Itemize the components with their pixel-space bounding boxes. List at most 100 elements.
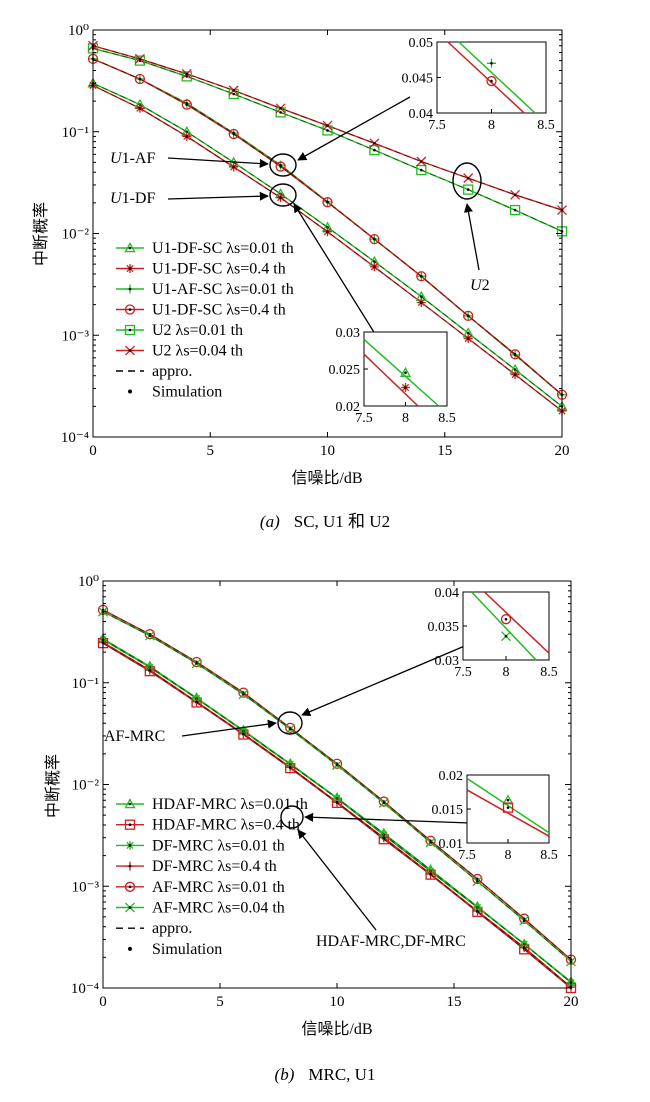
data-point-5-4-sim-dot (288, 727, 292, 731)
legend-label-appro: appro. (152, 920, 192, 937)
inset-y-tick-label: 0.04 (409, 107, 434, 122)
caption-b: (b) MRC, U1 (275, 1065, 376, 1084)
y-tick-label: 10⁻⁴ (71, 981, 99, 997)
inset-x-tick-label: 8.5 (540, 848, 558, 863)
legend-label-2: DF-MRC λs=0.01 th (152, 837, 285, 854)
data-point-4-8 (463, 184, 474, 195)
legend-label-3: DF-MRC λs=0.4 th (152, 858, 277, 875)
inset-line-0 (471, 591, 537, 661)
legend-marker-2-sim-dot (128, 844, 132, 847)
legend-marker-5-sim-dot (128, 906, 132, 909)
legend-label-1: U1-DF-SC λs=0.4 th (152, 261, 286, 278)
legend-marker-5-sim-dot (128, 349, 132, 352)
data-point-3-7-sim-dot (429, 872, 432, 876)
legend-marker-4 (124, 881, 136, 892)
data-point-3-5 (322, 197, 333, 208)
annotation-u1-df: U1-DF (110, 190, 155, 207)
arrow-u2 (463, 203, 480, 271)
inset-x-tick-label: 8 (402, 411, 409, 426)
legend-label-simulation: Simulation (152, 384, 222, 401)
xlabel-a: 信噪比/dB (291, 469, 362, 487)
inset-x-tick-label: 7.5 (428, 118, 446, 133)
data-point-3-1-sim-dot (148, 668, 152, 672)
data-point-4-7-sim-dot (420, 168, 423, 172)
data-point-1-8-sim-dot (466, 337, 470, 340)
inset-marker-0-sim-dot (506, 798, 510, 802)
data-point-5-7-sim-dot (420, 160, 423, 163)
legend-label-appro: appro. (152, 363, 192, 380)
inset-marker-1-sim-dot (490, 79, 493, 83)
data-point-1-7-sim-dot (420, 301, 423, 304)
data-point-4-3-sim-dot (232, 92, 235, 96)
data-point-3-3 (228, 128, 239, 140)
arrow-u1-af (167, 157, 269, 169)
inset-y-tick-label: 0.03 (435, 654, 460, 669)
inset-y-tick-label: 0.02 (439, 769, 464, 784)
data-point-1-5-sim-dot (326, 230, 329, 234)
data-point-3-3-sim-dot (232, 132, 235, 136)
data-point-3-4-sim-dot (279, 165, 282, 168)
inset-b-bottom: 7.5 8 8.5 0.01 0.015 0.02 (432, 769, 558, 863)
x-tick-label: 5 (207, 443, 215, 459)
data-point-1-4-sim-dot (279, 196, 282, 199)
legend-marker-2-sim-dot (128, 287, 132, 291)
annotation-u2: U2 (470, 277, 490, 294)
data-point-0-7-sim-dot (420, 295, 423, 298)
x-tick-label: 10 (320, 443, 335, 459)
data-point-3-1-sim-dot (138, 77, 142, 81)
caption-b-text: MRC, U1 (308, 1065, 375, 1084)
inset-x-tick-label: 8.5 (540, 665, 558, 680)
inset-frame (462, 591, 550, 661)
inset-x-tick-label: 7.5 (454, 665, 472, 680)
highlight-ellipse-u1-af (269, 153, 297, 177)
data-point-0-2-sim-dot (185, 130, 189, 134)
data-point-5-7-sim-dot (429, 841, 432, 844)
data-point-5-1-sim-dot (148, 634, 152, 638)
inset-y-tick-label: 0.035 (428, 620, 460, 635)
data-point-3-2-sim-dot (195, 700, 198, 704)
arrow-hdaf-df (297, 829, 377, 931)
inset-x-tick-label: 7.5 (355, 411, 373, 426)
data-point-4-7 (416, 164, 427, 176)
inset-marker-0-sim-dot (404, 371, 407, 375)
legend-label-5: U2 λs=0.04 th (152, 343, 243, 360)
data-point-0-8-sim-dot (466, 331, 470, 335)
data-point-5-6-sim-dot (373, 141, 376, 145)
caption-a-text: SC, U1 和 U2 (294, 512, 390, 531)
inset-marker-1 (502, 802, 514, 813)
data-point-3-2 (181, 99, 192, 110)
inset-x-tick-label: 8 (505, 848, 512, 863)
y-tick-label: 10⁻² (72, 778, 100, 794)
legend-dot-simulation (128, 389, 132, 394)
arrow-af-mrc (181, 719, 277, 737)
x-tick-label: 15 (437, 443, 452, 459)
data-point-3-3-sim-dot (242, 732, 245, 736)
annotation-u2-rest: 2 (482, 277, 490, 294)
data-point-5-8-sim-dot (476, 879, 479, 883)
inset-line-1 (363, 353, 419, 407)
inset-x-tick-label: 7.5 (458, 848, 476, 863)
series-approx-line-4 (92, 47, 563, 232)
y-tick-label: 10⁻³ (62, 328, 90, 344)
legend-marker-0 (124, 798, 136, 809)
inset-a-top: 7.5 8 8.5 0.04 0.045 0.05 (402, 36, 555, 133)
data-point-4-8-sim-dot (466, 188, 470, 191)
arrow-inset-a2 (293, 203, 383, 346)
legend-marker-0 (124, 242, 136, 253)
legend-marker-4-sim-dot (128, 328, 132, 332)
inset-marker-0 (399, 366, 412, 377)
inset-y-tick-label: 0.03 (336, 326, 361, 341)
data-point-4-7 (425, 835, 436, 846)
inset-line-0 (458, 41, 536, 114)
inset-marker-0-sim-dot (504, 634, 508, 638)
legend-b: HDAF-MRC λs=0.01 th HDAF-MRC λs=0.4 th DF-… (116, 796, 308, 958)
data-point-3-2-sim-dot (185, 103, 189, 106)
y-tick-label: 10⁰ (78, 574, 99, 590)
inset-marker-1-sim-dot (506, 806, 510, 809)
annotation-u1-df-rest: 1-DF (122, 190, 156, 207)
inset-y-tick-label: 0.01 (439, 837, 464, 852)
data-point-4-8-sim-dot (476, 877, 479, 881)
